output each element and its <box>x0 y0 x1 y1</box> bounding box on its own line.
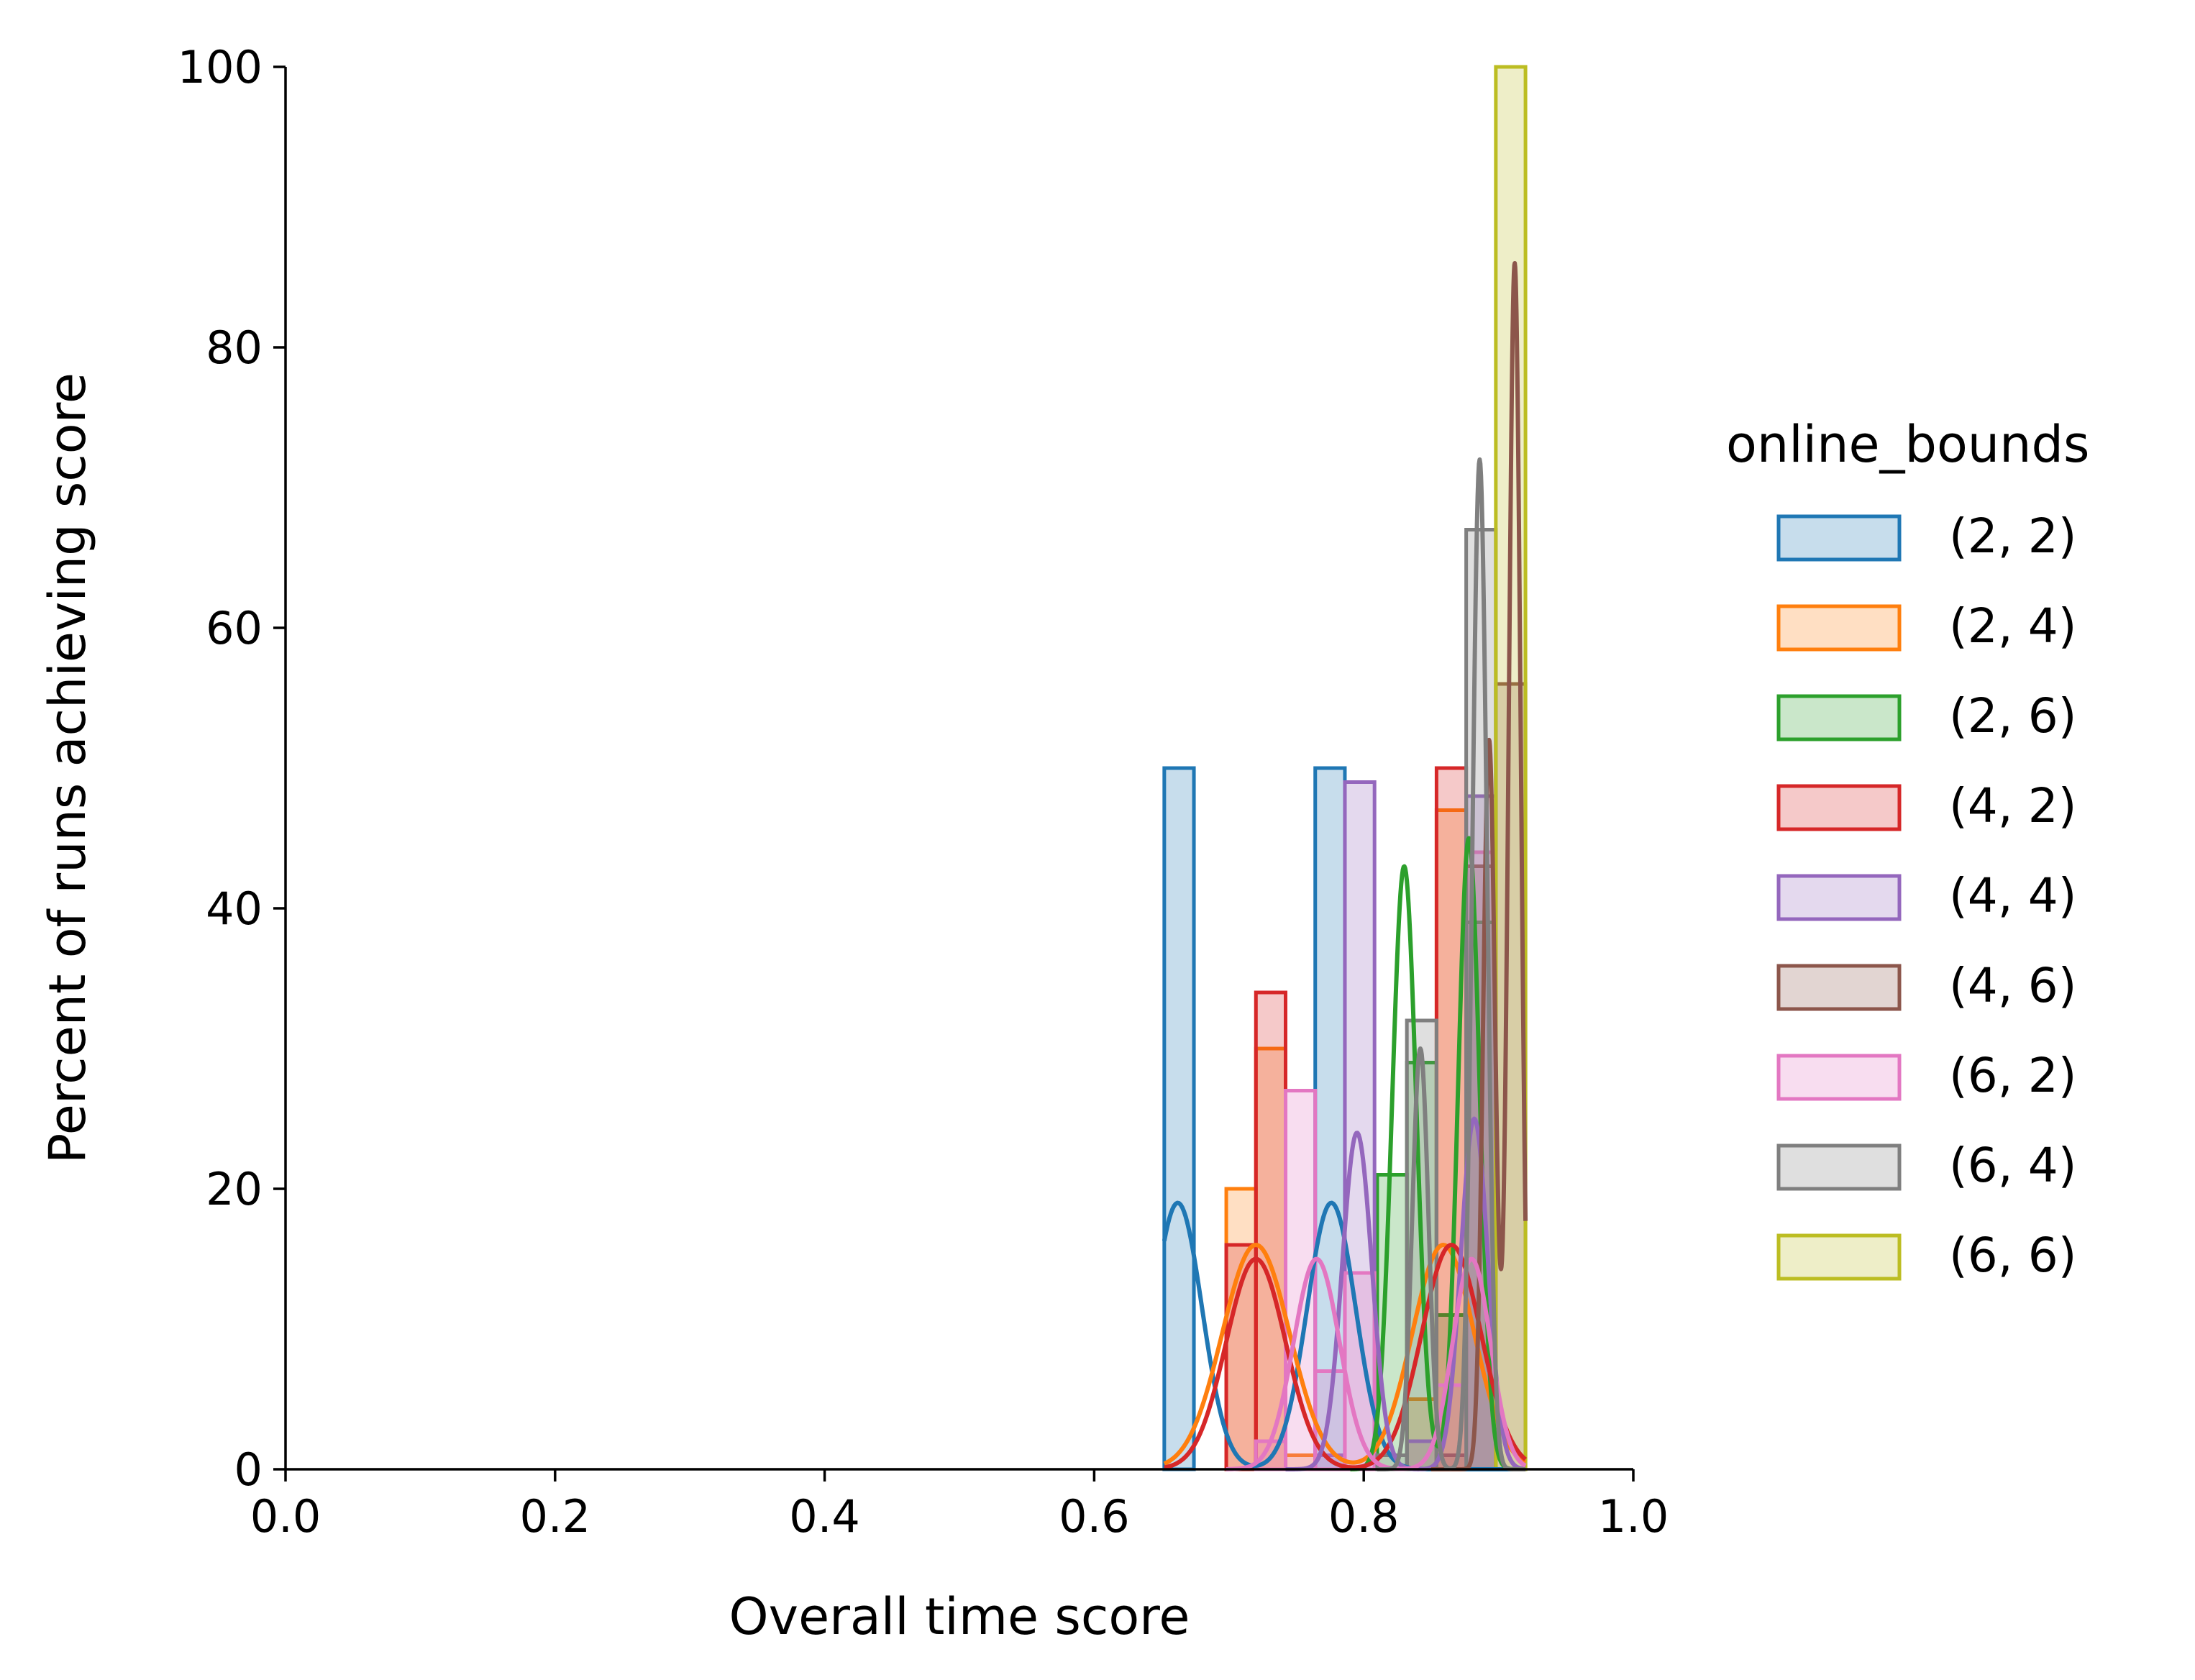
bar-6-2-3 <box>1343 1271 1377 1471</box>
x-tick-label: 0.4 <box>789 1490 860 1543</box>
bar-4-4-1 <box>1343 780 1377 1471</box>
x-tick-label: 1.0 <box>1598 1490 1669 1543</box>
ticks-layer: 0.0 0.2 0.4 0.6 0.8 1.0 0 20 40 60 80 100 <box>178 41 1669 1543</box>
legend-swatch <box>1776 694 1902 741</box>
legend-label: (6, 2) <box>1949 1048 2076 1103</box>
legend-title: online_bounds <box>1726 415 2089 474</box>
x-axis-label: Overall time score <box>729 1587 1190 1646</box>
x-tick-label: 0.8 <box>1328 1490 1400 1543</box>
legend-swatch <box>1776 1233 1902 1281</box>
bar-2-2-1 <box>1313 766 1347 1471</box>
y-axis-label: Percent of runs achieving score <box>38 373 97 1164</box>
legend-swatch <box>1776 874 1902 921</box>
legend-label: (6, 4) <box>1949 1138 2076 1193</box>
legend-label: (4, 2) <box>1949 778 2076 834</box>
legend-swatch <box>1776 784 1902 831</box>
legend-label: (2, 2) <box>1949 508 2076 564</box>
x-tick-label: 0.6 <box>1059 1490 1130 1543</box>
y-tick-label: 20 <box>206 1163 263 1215</box>
x-tick-label: 0.2 <box>519 1490 590 1543</box>
y-tick-label: 60 <box>206 602 263 654</box>
y-tick-label: 0 <box>234 1443 263 1496</box>
legend-label: (4, 6) <box>1949 958 2076 1013</box>
legend-label: (4, 4) <box>1949 868 2076 923</box>
y-tick-label: 80 <box>206 321 263 374</box>
kde-curve-6-2 <box>1225 1256 1527 1471</box>
legend: online_bounds (2, 2) (2, 4) (2, 6) (4, 2) (4… <box>1726 415 2089 1283</box>
y-tick-label: 40 <box>206 882 263 935</box>
legend-label: (2, 4) <box>1949 598 2076 654</box>
axes-layer <box>284 67 1633 1471</box>
bar-2-2-0 <box>1162 766 1196 1471</box>
legend-swatch <box>1776 1143 1902 1191</box>
legend-swatch <box>1776 1054 1902 1101</box>
y-tick-label: 100 <box>178 41 263 93</box>
legend-swatch <box>1776 964 1902 1011</box>
bar-4-2-1 <box>1254 990 1288 1471</box>
x-tick-label: 0.0 <box>250 1490 321 1543</box>
legend-label: (6, 6) <box>1949 1228 2076 1283</box>
kde-layer <box>1162 260 1528 1471</box>
legend-label: (2, 6) <box>1949 688 2076 744</box>
legend-swatch <box>1776 514 1902 562</box>
legend-swatch <box>1776 604 1902 652</box>
